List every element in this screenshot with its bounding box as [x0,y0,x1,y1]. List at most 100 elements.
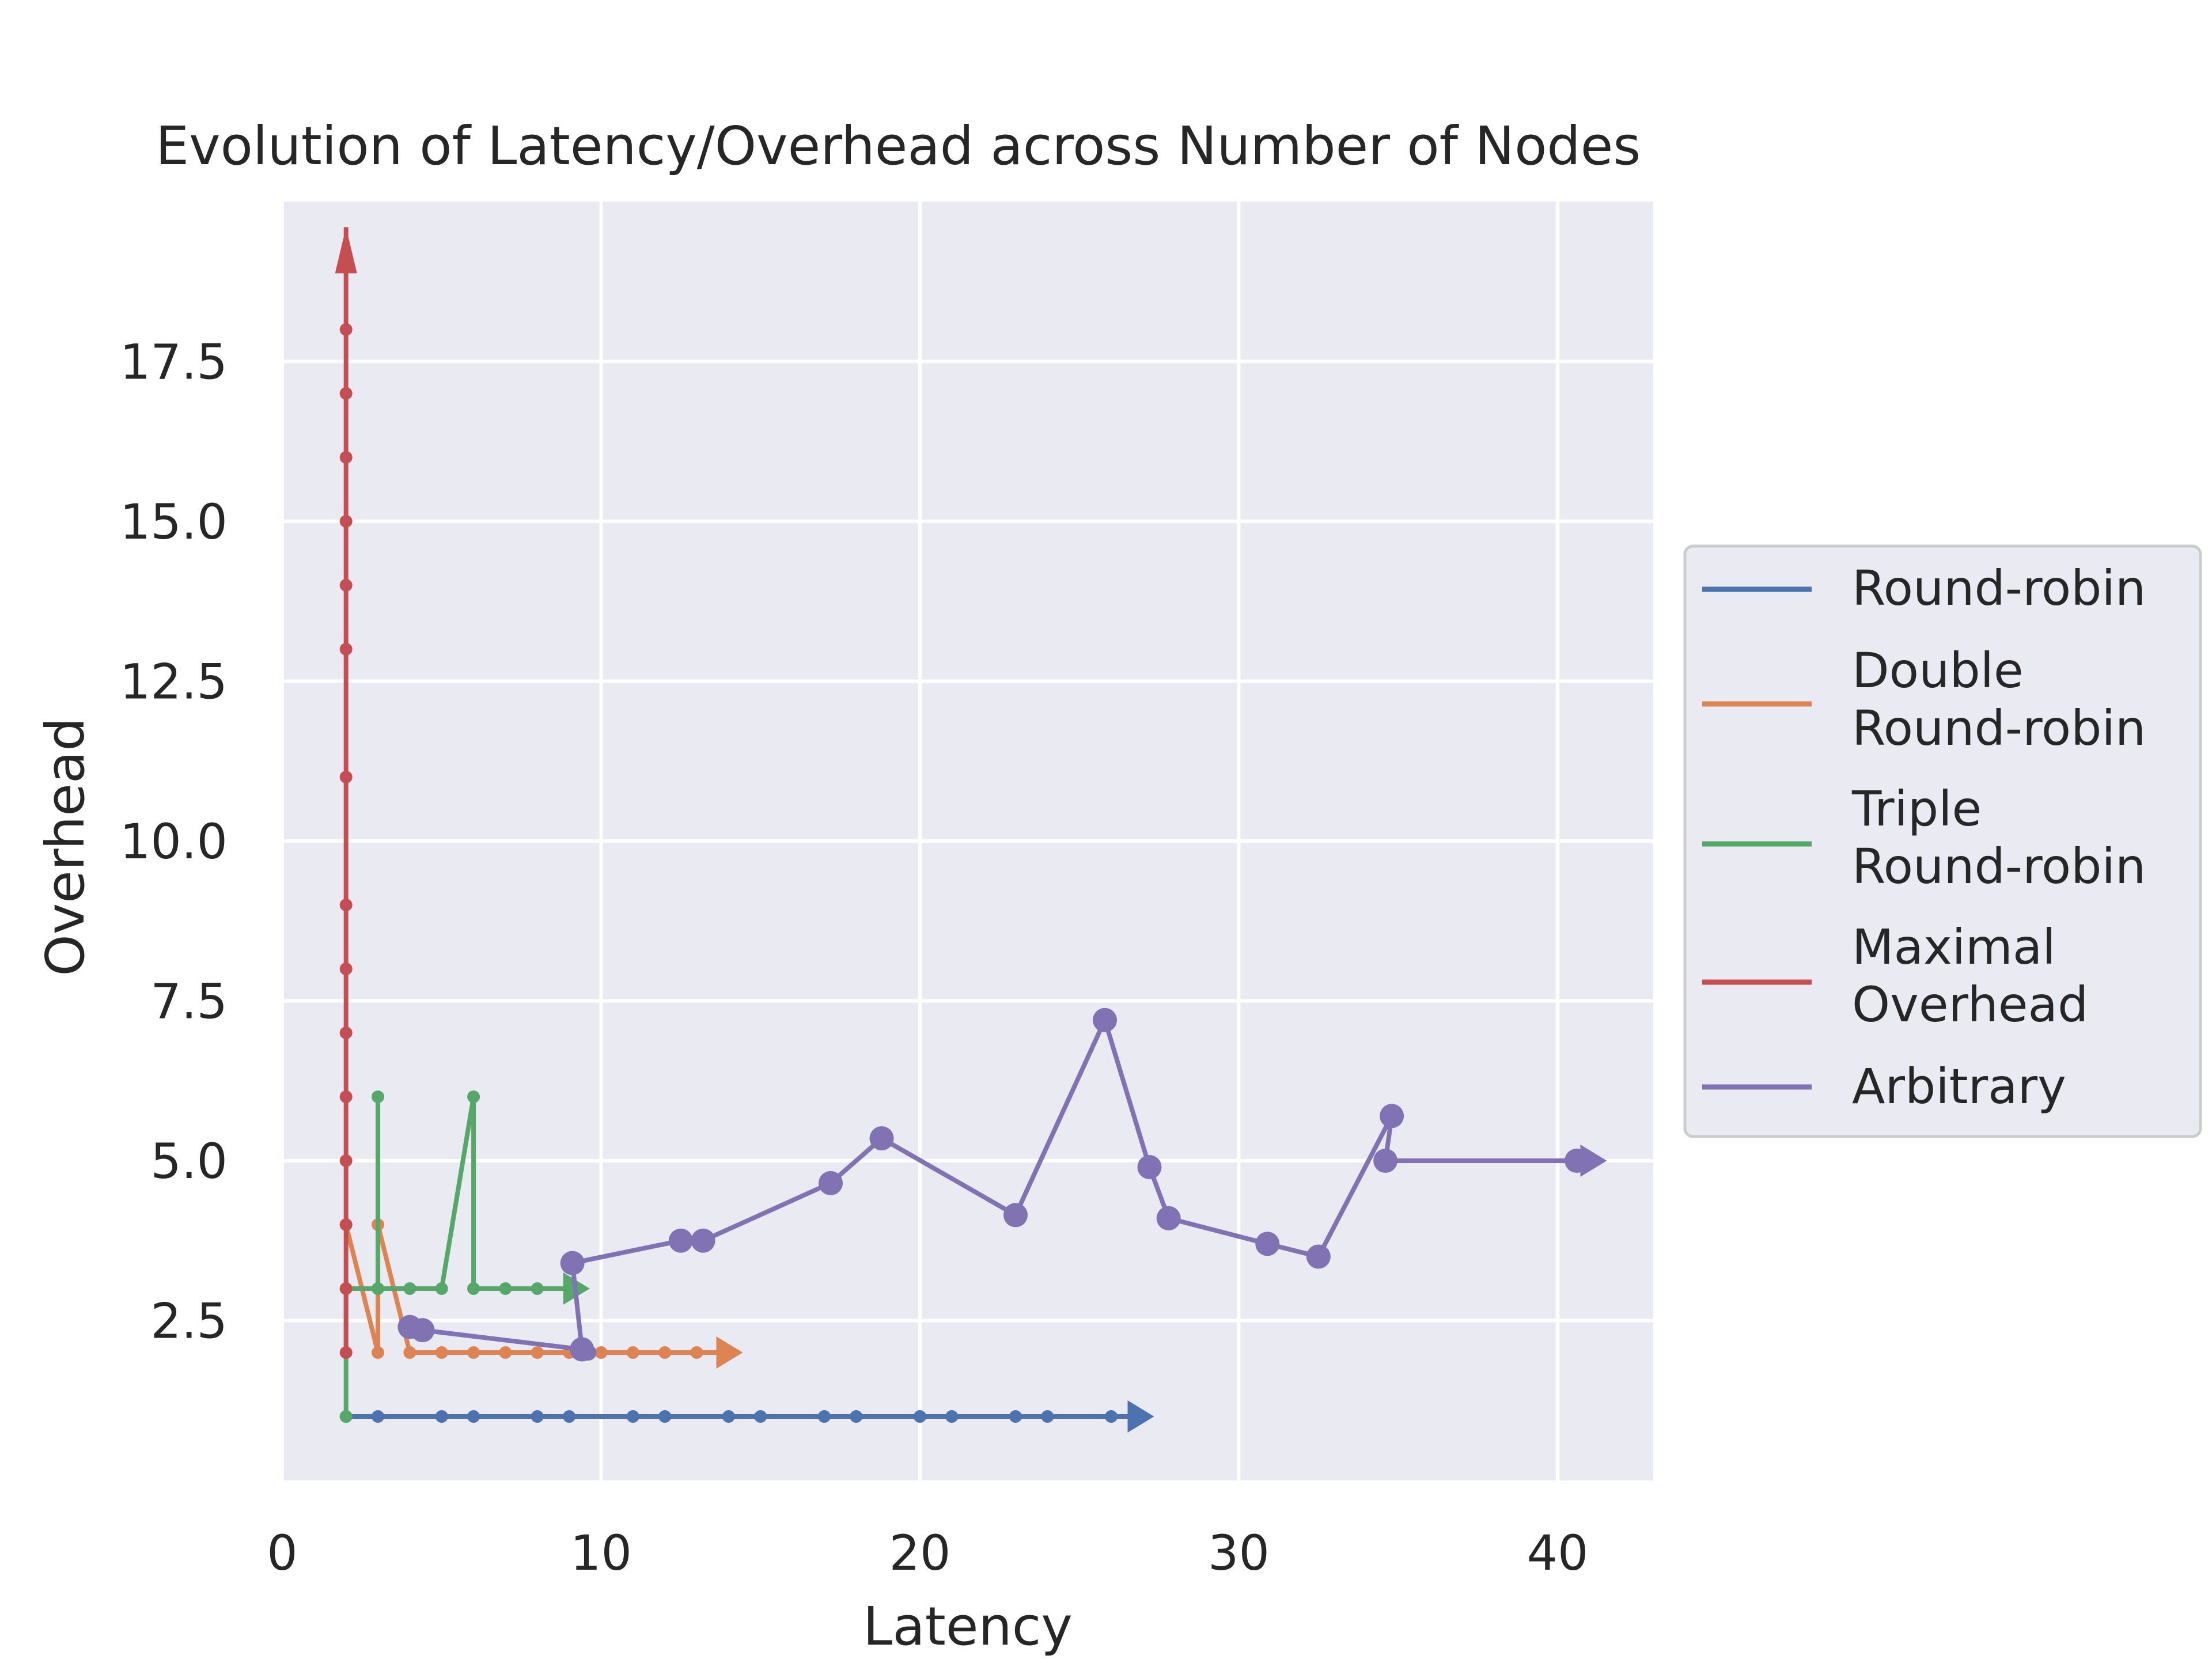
data-point [1380,1104,1404,1128]
series-3 [335,227,357,1359]
data-point [626,1410,639,1423]
series-2 [339,1090,590,1423]
data-point [339,387,353,400]
data-point [339,963,353,975]
y-tick-label: 17.5 [120,334,228,391]
data-point [467,1346,480,1359]
data-point [754,1410,767,1423]
data-point [1093,1007,1117,1032]
x-axis-label: Latency [863,1596,1073,1657]
data-point [1373,1149,1398,1173]
data-point [435,1282,448,1295]
legend-label: Round-robin [1852,560,2146,616]
legend-box [1683,544,2202,1138]
legend-label: Round-robin [1852,838,2146,895]
data-point [339,1027,353,1039]
data-point [435,1410,448,1423]
data-point [945,1410,959,1423]
legend-entry: Maximal Overhead [1702,919,2088,1033]
data-point [499,1282,512,1295]
y-axis-label: Overhead [35,717,96,976]
data-point [690,1346,703,1359]
data-point [563,1410,576,1423]
data-point [339,323,353,336]
data-point [339,899,353,911]
data-point [913,1410,926,1423]
data-point [668,1228,693,1253]
tick-labels: 0 10 20 30 40 2.5 5.0 7.5 10.0 12.5 15.0 17.5 [120,334,1588,1582]
data-point [339,771,353,783]
data-point [869,1126,894,1151]
data-point [339,579,353,592]
data-point [722,1410,735,1423]
legend-entry: Round-robin [1702,560,2146,616]
data-point [1105,1410,1118,1423]
data-point [402,1319,418,1335]
x-tick-label: 40 [1527,1525,1589,1581]
data-point [435,1346,448,1359]
x-tick-label: 30 [1208,1525,1270,1581]
data-point [372,1346,385,1359]
data-point [372,1410,385,1423]
data-point [467,1410,480,1423]
x-tick-label: 20 [889,1525,951,1581]
data-point [531,1282,544,1295]
legend-label: Maximal [1852,919,2056,975]
data-point [339,1218,353,1231]
data-point [1156,1206,1181,1230]
data-point [1009,1410,1022,1423]
data-point [817,1410,831,1423]
data-point [372,1090,385,1103]
data-point [531,1346,544,1359]
grid-lines [281,202,1653,1480]
data-point [1003,1203,1028,1228]
legend-label: Round-robin [1852,700,2146,756]
data-point [691,1228,715,1253]
legend: Round-robinDoubleRound-robinTripleRound-… [1683,544,2202,1138]
legend-label: Arbitrary [1852,1058,2066,1115]
y-tick-label: 12.5 [120,654,228,710]
series-layer [335,227,1607,1433]
data-point [339,1090,353,1103]
series-arrow-head [1127,1400,1154,1433]
data-point [339,1154,353,1167]
y-tick-label: 10.0 [120,813,228,870]
data-point [1137,1155,1162,1180]
data-point [403,1346,416,1359]
legend-label: Double [1852,642,2024,699]
data-point [339,515,353,528]
legend-items: Round-robinDoubleRound-robinTripleRound-… [1702,560,2146,1115]
data-point [1041,1410,1054,1423]
series-arrow-head [716,1336,743,1369]
data-point [499,1346,512,1359]
data-point [339,1346,353,1359]
y-tick-label: 7.5 [150,974,228,1030]
data-point [560,1251,585,1275]
data-point [372,1282,385,1295]
series-arrow-head [335,227,357,274]
data-point [339,643,353,656]
y-tick-label: 2.5 [150,1293,228,1350]
data-point [531,1410,544,1423]
chart-title: Evolution of Latency/Overhead across Num… [156,115,1641,177]
data-point [626,1346,639,1359]
data-point [658,1346,672,1359]
data-point [339,1282,353,1295]
data-point [1310,1248,1327,1265]
x-tick-label: 0 [267,1525,297,1581]
y-tick-label: 15.0 [120,494,228,550]
x-tick-label: 10 [570,1525,632,1581]
data-point [850,1410,863,1423]
data-point [403,1282,416,1295]
legend-label: Overhead [1852,976,2088,1033]
series-4 [397,1007,1607,1362]
y-tick-label: 5.0 [150,1133,228,1190]
data-point [819,1171,843,1195]
data-point [1255,1232,1280,1256]
data-point [467,1090,480,1103]
legend-entry: Arbitrary [1702,1058,2066,1115]
data-point [580,1344,597,1361]
series-arrow-head [1580,1145,1607,1177]
